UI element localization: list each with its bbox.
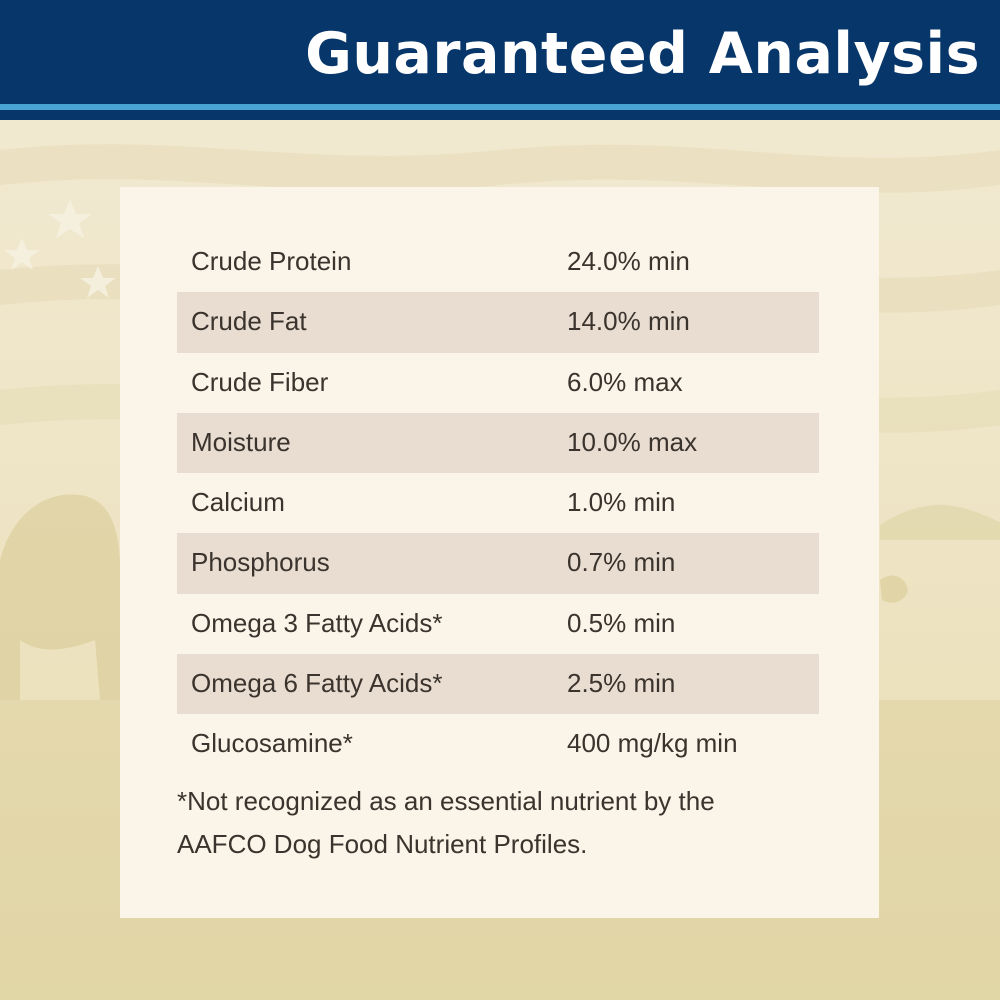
nutrient-amount: 0.5% min — [567, 607, 676, 638]
nutrient-name: Moisture — [191, 426, 291, 457]
table-row: Calcium 1.0% min — [177, 473, 819, 533]
nutrient-name: Crude Fiber — [191, 366, 329, 397]
table-row: Phosphorus 0.7% min — [177, 533, 819, 594]
table-row: Crude Fat 14.0% min — [177, 292, 819, 353]
nutrient-amount: 10.0% max — [567, 426, 698, 457]
table-row: Crude Protein 24.0% min — [177, 232, 819, 292]
nutrient-amount: 14.0% min — [567, 306, 690, 337]
header-bar: Guaranteed Analysis — [0, 0, 1000, 104]
table-row: Glucosamine* 400 mg/kg min — [177, 714, 819, 774]
nutrient-amount: 24.0% min — [567, 246, 690, 276]
nutrient-amount: 400 mg/kg min — [567, 728, 738, 758]
nutrient-name: Calcium — [191, 487, 285, 517]
nutrient-name: Crude Protein — [191, 246, 352, 276]
footnote-line-1: *Not recognized as an essential nutrient… — [177, 786, 715, 816]
analysis-table: Crude Protein 24.0% min Crude Fat 14.0% … — [177, 232, 819, 774]
table-row: Crude Fiber 6.0% max — [177, 353, 819, 413]
bison-silhouette — [0, 494, 908, 700]
nutrient-amount: 2.5% min — [567, 667, 676, 698]
nutrient-name: Omega 6 Fatty Acids* — [191, 667, 443, 698]
nutrient-amount: 6.0% max — [567, 366, 683, 397]
header-bottom-band — [0, 110, 1000, 120]
nutrient-name: Crude Fat — [191, 306, 307, 337]
nutrient-name: Omega 3 Fatty Acids* — [191, 607, 443, 638]
nutrient-amount: 1.0% min — [567, 487, 676, 517]
table-row: Omega 6 Fatty Acids* 2.5% min — [177, 653, 819, 714]
header-accent-stripe — [0, 104, 1000, 110]
flag-stars — [4, 200, 116, 298]
nutrient-name: Glucosamine* — [191, 728, 353, 758]
distant-hills — [880, 505, 1000, 540]
footnote: *Not recognized as an essential nutrient… — [177, 780, 837, 866]
page-title: Guaranteed Analysis — [305, 21, 980, 87]
footnote-line-2: AAFCO Dog Food Nutrient Profiles. — [177, 829, 588, 859]
nutrient-name: Phosphorus — [191, 547, 330, 578]
table-row: Omega 3 Fatty Acids* 0.5% min — [177, 594, 819, 654]
table-row: Moisture 10.0% max — [177, 412, 819, 473]
nutrient-amount: 0.7% min — [567, 547, 676, 578]
